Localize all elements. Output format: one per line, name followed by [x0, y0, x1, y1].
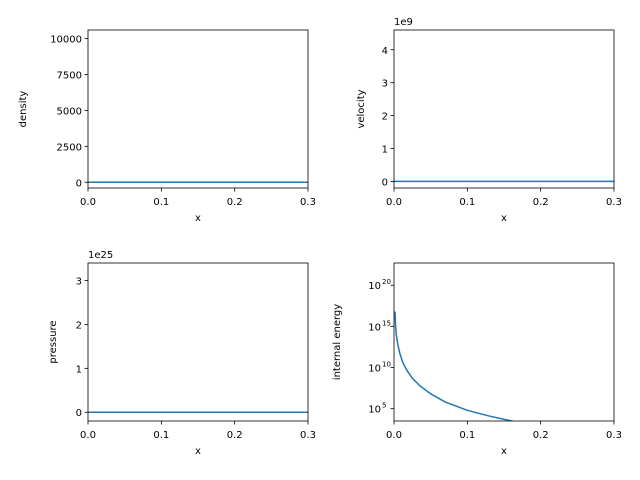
x-tick-label: 0.2	[227, 197, 243, 208]
series-line	[394, 311, 515, 421]
x-tick-label: 0.0	[386, 197, 402, 208]
y-tick-label: 1	[76, 364, 82, 375]
y-tick-label: 1	[382, 145, 388, 156]
y-tick-exponent: 5	[382, 402, 386, 410]
y-tick-label: 10000	[50, 35, 82, 46]
y-tick-label: 10	[368, 281, 381, 292]
y-tick-label: 2	[76, 320, 82, 331]
x-tick-label: 0.1	[153, 430, 169, 441]
y-tick-label: 10	[368, 405, 381, 416]
y-tick-label: 3	[76, 277, 82, 288]
x-tick-label: 0.2	[533, 197, 549, 208]
x-tick-label: 0.1	[459, 430, 475, 441]
y-tick-label: 0	[76, 408, 82, 419]
y-tick-label: 0	[382, 177, 388, 188]
y-offset-text: 1e9	[394, 17, 413, 28]
x-tick-label: 0.2	[533, 430, 549, 441]
axes-frame	[87, 29, 309, 189]
y-tick-exponent: 20	[382, 278, 391, 286]
x-axis-label: x	[195, 213, 201, 224]
axes-frame	[393, 262, 615, 422]
subplot-velocity: 0.0 0.1 0.2 0.3 0 1 2 3 4 1e9 x velocity	[356, 17, 622, 224]
y-tick-label: 2	[382, 112, 388, 123]
subplot-pressure: 0.0 0.1 0.2 0.3 0 1 2 3 1e25 x pressure	[48, 250, 316, 457]
axes-frame	[393, 29, 615, 189]
x-tick-label: 0.0	[386, 430, 402, 441]
y-tick-label: 5000	[57, 106, 82, 117]
y-tick-label: 0	[76, 178, 82, 189]
x-axis-label: x	[501, 446, 507, 457]
y-tick-label: 2500	[57, 142, 82, 153]
x-tick-label: 0.3	[300, 430, 316, 441]
x-tick-label: 0.1	[459, 197, 475, 208]
y-tick-label: 3	[382, 79, 388, 90]
x-tick-label: 0.1	[153, 197, 169, 208]
y-tick-label: 4	[382, 46, 388, 57]
x-axis-label: x	[501, 213, 507, 224]
y-axis-label: pressure	[48, 320, 59, 363]
x-tick-label: 0.3	[606, 197, 622, 208]
y-axis-label: internal energy	[332, 304, 343, 380]
x-tick-label: 0.0	[80, 197, 96, 208]
y-axis-label: velocity	[356, 89, 367, 128]
axes-frame	[87, 262, 309, 422]
y-offset-text: 1e25	[88, 250, 113, 261]
y-tick-exponent: 15	[382, 319, 391, 327]
y-tick-label: 7500	[57, 71, 82, 82]
x-tick-label: 0.2	[227, 430, 243, 441]
x-axis-label: x	[195, 446, 201, 457]
y-axis-label: density	[18, 91, 29, 128]
x-tick-label: 0.3	[300, 197, 316, 208]
subplot-density: 0.0 0.1 0.2 0.3 0 2500 5000 7500 10000 x density	[18, 29, 316, 224]
y-tick-label: 10	[368, 322, 381, 333]
x-tick-label: 0.3	[606, 430, 622, 441]
x-tick-label: 0.0	[80, 430, 96, 441]
y-tick-exponent: 10	[382, 361, 391, 369]
y-tick-label: 10	[368, 364, 381, 375]
